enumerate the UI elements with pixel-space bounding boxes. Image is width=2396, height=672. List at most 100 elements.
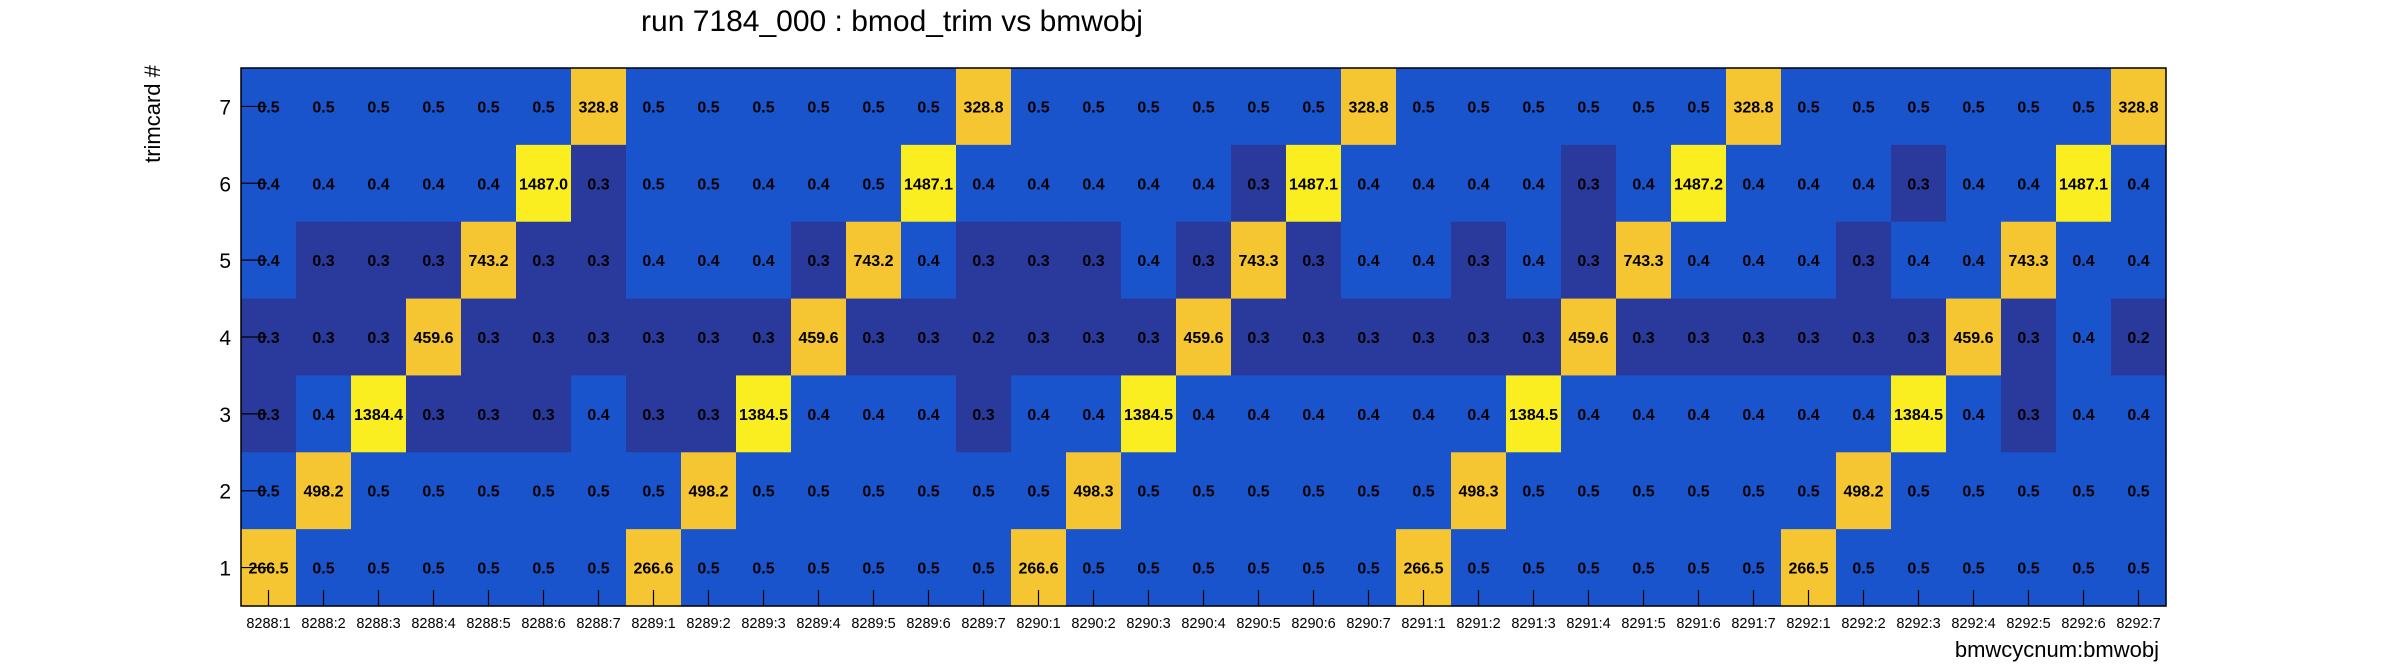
cell-value-label: 0.5 bbox=[477, 561, 499, 578]
cell-value-label: 0.5 bbox=[752, 484, 774, 501]
cell-value-label: 266.6 bbox=[633, 561, 673, 578]
cell-value-label: 0.4 bbox=[1962, 253, 1984, 270]
cell-value-label: 0.4 bbox=[1027, 176, 1049, 193]
cell-value-label: 0.4 bbox=[2072, 330, 2094, 347]
cell-value-label: 0.4 bbox=[1852, 407, 1874, 424]
cell-value-label: 0.5 bbox=[587, 561, 609, 578]
cell-value-label: 1487.1 bbox=[2059, 176, 2108, 193]
cell-value-label: 0.4 bbox=[1412, 176, 1434, 193]
cell-value-label: 0.5 bbox=[2127, 561, 2149, 578]
cell-value-label: 0.5 bbox=[1467, 99, 1489, 116]
x-tick-label: 8288:6 bbox=[521, 616, 565, 632]
cell-value-label: 0.5 bbox=[477, 484, 499, 501]
y-tick-label: 3 bbox=[219, 404, 231, 427]
cell-value-label: 0.3 bbox=[752, 330, 774, 347]
cell-value-label: 0.5 bbox=[1522, 561, 1544, 578]
cell-value-label: 0.4 bbox=[1522, 253, 1544, 270]
cell-value-label: 0.4 bbox=[697, 253, 719, 270]
cell-value-label: 0.3 bbox=[697, 330, 719, 347]
cell-value-label: 0.4 bbox=[312, 176, 334, 193]
cell-value-label: 0.5 bbox=[807, 99, 829, 116]
cell-value-label: 0.3 bbox=[1192, 253, 1214, 270]
cell-value-label: 0.5 bbox=[1962, 561, 1984, 578]
x-tick-label: 8291:1 bbox=[1401, 616, 1445, 632]
cell-value-label: 0.4 bbox=[1962, 176, 1984, 193]
cell-value-label: 0.3 bbox=[1467, 253, 1489, 270]
x-tick-label: 8288:1 bbox=[246, 616, 290, 632]
cell-value-label: 0.3 bbox=[1137, 330, 1159, 347]
cell-value-label: 0.5 bbox=[1027, 484, 1049, 501]
cell-value-label: 0.5 bbox=[917, 484, 939, 501]
cell-value-label: 0.3 bbox=[697, 407, 719, 424]
cell-value-label: 0.5 bbox=[532, 561, 554, 578]
cell-value-label: 0.3 bbox=[1907, 330, 1929, 347]
cell-value-label: 266.5 bbox=[1403, 561, 1443, 578]
cell-value-label: 0.3 bbox=[532, 407, 554, 424]
cell-value-label: 0.3 bbox=[1907, 176, 1929, 193]
cell-value-label: 0.5 bbox=[587, 484, 609, 501]
x-tick-label: 8288:3 bbox=[356, 616, 400, 632]
cell-value-label: 0.4 bbox=[1027, 407, 1049, 424]
cell-value-label: 0.5 bbox=[1852, 99, 1874, 116]
x-tick-labels: 8288:1 8288:2 8288:3 8288:4 8288:5 8288:6 8288… bbox=[246, 616, 2160, 632]
cell-value-label: 0.5 bbox=[807, 484, 829, 501]
cell-value-label: 0.5 bbox=[422, 484, 444, 501]
cell-value-label: 0.5 bbox=[862, 484, 884, 501]
cell-value-label: 0.4 bbox=[1247, 407, 1269, 424]
cell-value-label: 0.4 bbox=[1632, 407, 1654, 424]
x-tick-label: 8290:6 bbox=[1291, 616, 1335, 632]
cell-value-label: 0.5 bbox=[1082, 99, 1104, 116]
cell-value-label: 0.3 bbox=[367, 253, 389, 270]
y-tick-label: 4 bbox=[219, 327, 231, 350]
x-tick-label: 8290:2 bbox=[1071, 616, 1115, 632]
cell-value-label: 0.5 bbox=[532, 99, 554, 116]
x-tick-label: 8289:6 bbox=[906, 616, 950, 632]
cell-value-label: 0.3 bbox=[587, 253, 609, 270]
cell-value-label: 0.5 bbox=[1797, 99, 1819, 116]
cell-value-label: 0.3 bbox=[1082, 330, 1104, 347]
cell-value-label: 0.4 bbox=[1742, 253, 1764, 270]
cell-value-label: 0.4 bbox=[1137, 253, 1159, 270]
cell-value-label: 0.3 bbox=[422, 253, 444, 270]
cell-value-label: 0.4 bbox=[1082, 407, 1104, 424]
cell-value-label: 0.3 bbox=[1247, 176, 1269, 193]
cell-value-label: 0.5 bbox=[367, 484, 389, 501]
x-tick-label: 8289:5 bbox=[851, 616, 895, 632]
cell-value-label: 0.3 bbox=[642, 330, 664, 347]
cell-value-label: 0.4 bbox=[1412, 253, 1434, 270]
cell-value-label: 0.3 bbox=[587, 330, 609, 347]
cell-value-label: 1384.5 bbox=[1509, 407, 1558, 424]
x-tick-label: 8292:3 bbox=[1896, 616, 1940, 632]
cell-value-label: 0.5 bbox=[1247, 484, 1269, 501]
cell-value-label: 0.5 bbox=[257, 484, 279, 501]
cell-value-label: 328.8 bbox=[2118, 99, 2158, 116]
cell-value-label: 0.3 bbox=[642, 407, 664, 424]
cell-value-label: 0.5 bbox=[1192, 561, 1214, 578]
cell-value-label: 328.8 bbox=[1348, 99, 1388, 116]
cell-value-label: 0.5 bbox=[862, 99, 884, 116]
cell-value-label: 0.3 bbox=[1302, 253, 1324, 270]
cell-value-label: 0.5 bbox=[312, 99, 334, 116]
cell-value-label: 0.4 bbox=[1192, 407, 1214, 424]
cell-value-label: 0.5 bbox=[2072, 99, 2094, 116]
cell-value-label: 0.5 bbox=[2072, 561, 2094, 578]
cell-value-label: 0.5 bbox=[422, 99, 444, 116]
cell-value-label: 0.4 bbox=[1467, 176, 1489, 193]
cell-value-label: 0.3 bbox=[1852, 253, 1874, 270]
cell-value-label: 1487.1 bbox=[1289, 176, 1338, 193]
cell-value-label: 0.5 bbox=[697, 99, 719, 116]
x-tick-label: 8290:3 bbox=[1126, 616, 1170, 632]
cell-value-label: 0.3 bbox=[1687, 330, 1709, 347]
x-tick-label: 8290:5 bbox=[1236, 616, 1280, 632]
cell-value-label: 0.5 bbox=[1137, 484, 1159, 501]
cell-value-label: 0.5 bbox=[752, 561, 774, 578]
cell-value-label: 328.8 bbox=[1733, 99, 1773, 116]
cell-value-label: 328.8 bbox=[578, 99, 618, 116]
cell-value-label: 1487.2 bbox=[1674, 176, 1723, 193]
cell-value-label: 743.3 bbox=[2008, 253, 2048, 270]
cell-value-label: 0.4 bbox=[972, 176, 994, 193]
cell-value-label: 498.2 bbox=[1843, 484, 1883, 501]
cell-value-label: 0.4 bbox=[1357, 176, 1379, 193]
x-tick-label: 8292:1 bbox=[1786, 616, 1830, 632]
cell-value-label: 0.3 bbox=[807, 253, 829, 270]
